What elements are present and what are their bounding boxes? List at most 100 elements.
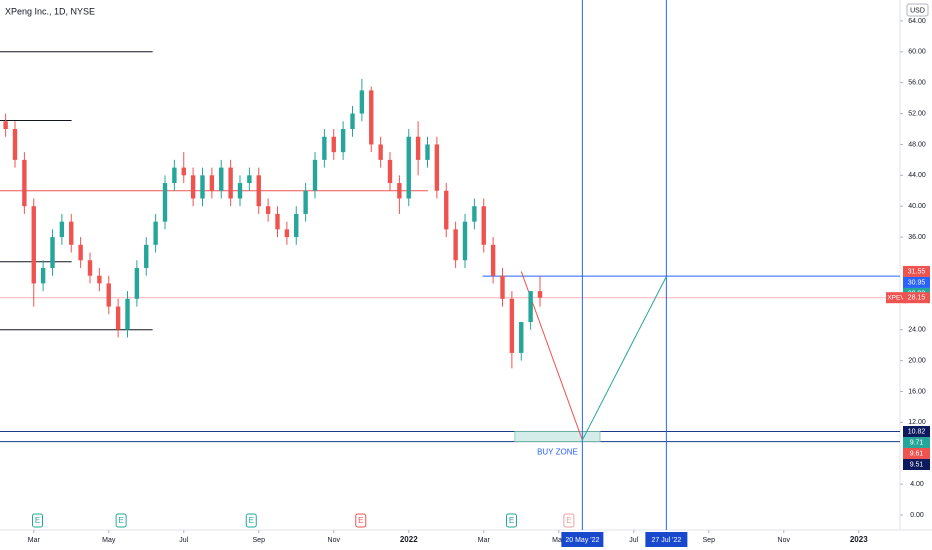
candle-body bbox=[462, 221, 468, 261]
price-tag bbox=[903, 276, 930, 288]
candle-body bbox=[209, 175, 215, 191]
x-tick-label: Sep bbox=[703, 537, 716, 544]
x-tick-label: Jul bbox=[629, 537, 638, 544]
candle-body bbox=[397, 183, 402, 199]
y-tick-label: 56.00 bbox=[908, 80, 926, 87]
x-tick-label: Mar bbox=[478, 537, 491, 544]
candle-body bbox=[31, 206, 36, 284]
candle-body bbox=[265, 206, 271, 214]
currency-box bbox=[906, 3, 929, 17]
candle-body bbox=[425, 144, 430, 160]
buy-zone-label: BUY ZONE bbox=[537, 448, 578, 457]
candle-body bbox=[509, 298, 515, 353]
y-tick-label: 52.00 bbox=[908, 110, 926, 117]
candle-body bbox=[500, 275, 505, 299]
candle-body bbox=[22, 159, 27, 207]
y-tick-label: 60.00 bbox=[908, 49, 926, 56]
price-tag bbox=[903, 458, 930, 470]
symbol-tag bbox=[886, 292, 906, 304]
earnings-label: E bbox=[35, 516, 40, 525]
price-tag-label: 31.55 bbox=[908, 268, 926, 275]
earnings-marker bbox=[355, 513, 367, 528]
x-tick-label: 2023 bbox=[850, 535, 868, 544]
candle-body bbox=[519, 322, 524, 353]
candle-body bbox=[190, 175, 196, 199]
candle-body bbox=[134, 267, 140, 299]
candle-body bbox=[219, 167, 224, 191]
candle-body bbox=[481, 206, 486, 245]
candle-body bbox=[40, 267, 46, 284]
candle-body bbox=[125, 298, 130, 330]
candle-body bbox=[490, 244, 496, 276]
symbol-label: XPEV bbox=[887, 294, 905, 301]
x-tick-label: May bbox=[552, 537, 566, 544]
candle-body bbox=[331, 136, 336, 153]
candle-body bbox=[115, 306, 121, 330]
earnings-label: E bbox=[358, 516, 363, 525]
price-tag bbox=[903, 436, 930, 448]
y-tick-label: 0.00 bbox=[910, 512, 924, 519]
candle-body bbox=[50, 237, 55, 268]
x-tick-label: Jul bbox=[179, 537, 188, 544]
candle-body bbox=[303, 190, 308, 214]
buy-zone bbox=[514, 431, 601, 443]
vertical-line-label: 27 Jul '22 bbox=[652, 537, 682, 544]
y-tick-label: 40.00 bbox=[908, 203, 926, 210]
y-tick-label: 12.00 bbox=[908, 419, 926, 426]
candle-body bbox=[275, 213, 280, 230]
earnings-marker bbox=[32, 513, 43, 528]
currency: USD bbox=[910, 7, 925, 14]
vertical-line-tag bbox=[561, 532, 604, 547]
y-tick-label: 64.00 bbox=[908, 18, 926, 25]
candle-body bbox=[528, 291, 533, 323]
candle-body bbox=[294, 213, 299, 238]
candle-body bbox=[3, 121, 8, 130]
projection-line bbox=[581, 276, 667, 441]
earnings-marker bbox=[506, 513, 517, 528]
price-tag-label: 9.61 bbox=[910, 450, 924, 457]
candle-body bbox=[350, 113, 355, 130]
candle-body bbox=[472, 206, 477, 222]
earnings-label: E bbox=[249, 516, 254, 525]
earnings-label: E bbox=[509, 516, 514, 525]
candle-body bbox=[378, 144, 383, 160]
candle-body bbox=[444, 190, 449, 230]
x-tick-label: Nov bbox=[328, 537, 341, 544]
candle-body bbox=[247, 175, 252, 184]
candle-body bbox=[69, 221, 74, 245]
y-tick-label: 24.00 bbox=[908, 327, 926, 334]
candle-body bbox=[200, 175, 205, 199]
candle-body bbox=[453, 229, 458, 261]
vertical-line-tag bbox=[645, 532, 688, 547]
last-price-label: 28.15 bbox=[908, 295, 926, 302]
earnings-marker bbox=[563, 513, 575, 528]
price-tag-label: 30.95 bbox=[908, 279, 926, 286]
candle-body bbox=[97, 275, 102, 284]
candle-body bbox=[228, 167, 233, 199]
price-tag bbox=[903, 265, 930, 277]
candle-body bbox=[406, 136, 411, 199]
candle-body bbox=[434, 144, 440, 191]
x-tick-label: May bbox=[102, 537, 116, 544]
price-tag-label: 10.82 bbox=[908, 428, 926, 435]
candle-body bbox=[322, 136, 327, 160]
candle-body bbox=[256, 175, 261, 207]
candle-body bbox=[284, 229, 290, 238]
x-tick-label: 2022 bbox=[400, 535, 418, 544]
candle-body bbox=[312, 159, 318, 191]
candle-body bbox=[78, 244, 83, 261]
candle-body bbox=[106, 283, 111, 307]
candle-body bbox=[369, 90, 374, 145]
chart-title: XPeng Inc., 1D, NYSE bbox=[5, 6, 95, 16]
vertical-line-label: 20 May '22 bbox=[565, 537, 599, 544]
candle-body bbox=[537, 291, 543, 298]
earnings-label: E bbox=[118, 516, 123, 525]
y-tick-label: 48.00 bbox=[908, 141, 926, 148]
x-tick-label: Nov bbox=[778, 537, 791, 544]
candle-body bbox=[340, 129, 346, 153]
x-tick-label: Sep bbox=[253, 537, 266, 544]
candle-body bbox=[59, 221, 65, 238]
y-tick-label: 44.00 bbox=[908, 172, 926, 179]
